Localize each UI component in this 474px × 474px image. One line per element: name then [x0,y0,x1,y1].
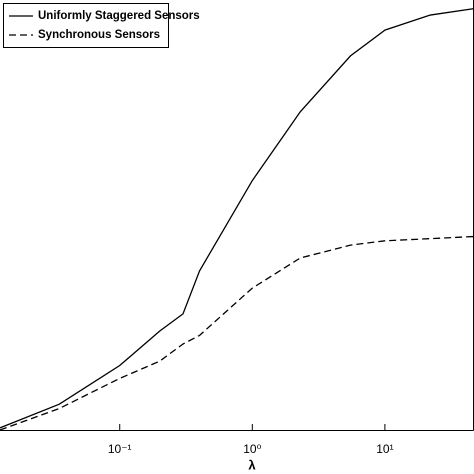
legend-label: Uniformly Staggered Sensors [38,10,200,22]
series-line [0,235,474,431]
legend-box [3,3,169,48]
x-tick-label: 10⁰ [243,442,261,456]
x-tick-label: 10⁻¹ [108,442,132,456]
x-tick-label: 10¹ [376,442,393,456]
x-axis-label: λ [248,457,256,472]
series-line [0,7,474,429]
legend-label: Synchronous Sensors [38,29,160,41]
legend: Uniformly Staggered Sensors Synchronous S… [3,3,200,48]
